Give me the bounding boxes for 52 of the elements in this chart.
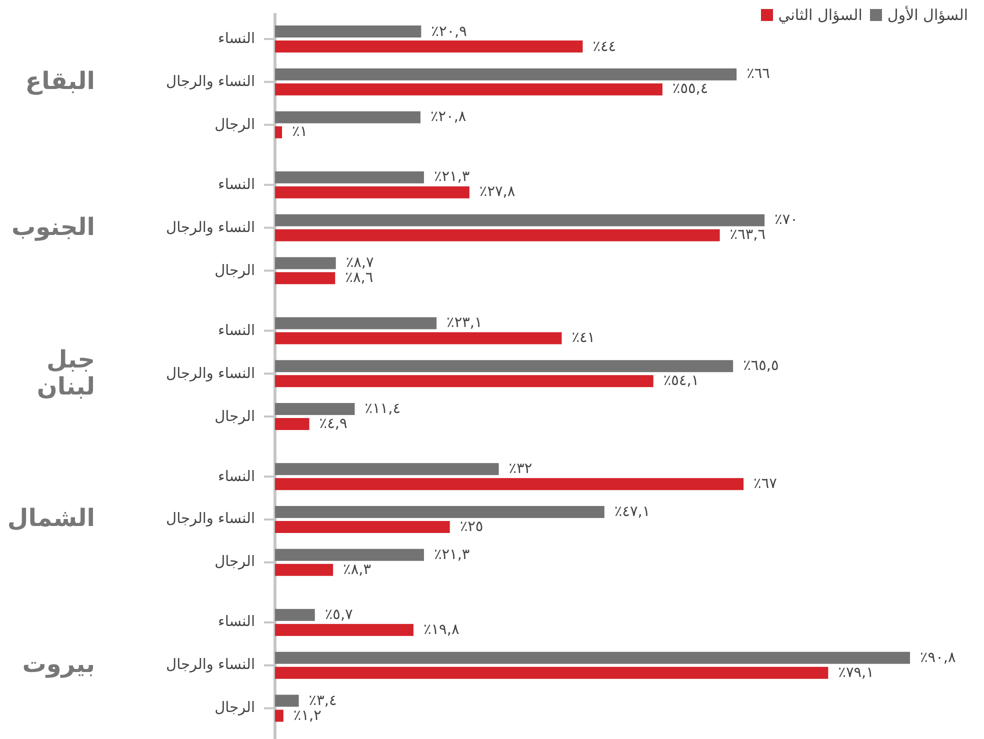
- data-label: ٩٠,٨٪: [920, 650, 956, 666]
- data-label: ٣,٤٪: [308, 692, 337, 708]
- y-tick-label: النساء والرجال: [166, 511, 255, 528]
- text: الجنوب: [10, 212, 95, 242]
- data-label: ٥٥,٤٪: [672, 81, 708, 98]
- data-label: ٦٥,٥٪: [743, 358, 779, 374]
- data-label: ٢٥٪: [460, 518, 484, 535]
- data-label: ٧٩,١٪: [838, 664, 874, 681]
- data-label: ٦٧٪: [754, 476, 777, 492]
- text: الشمال: [6, 504, 95, 534]
- y-tick-label: الرجال: [214, 408, 255, 424]
- y-tick-label: النساء والرجال: [166, 657, 255, 674]
- y-tick-label: النساء: [218, 30, 255, 47]
- data-label: ٨,٦٪: [345, 270, 374, 286]
- data-label: ٦٣,٦٪: [730, 227, 766, 243]
- data-label: ١,٢٪: [293, 707, 322, 724]
- y-tick-label: النساء: [218, 468, 255, 484]
- data-label: ٢١,٣٪: [434, 546, 470, 563]
- y-tick-label: الرجال: [214, 700, 255, 716]
- y-tick-label: النساء والرجال: [166, 74, 255, 90]
- y-tick-label: النساء: [218, 614, 255, 630]
- y-tick-label: النساء: [218, 322, 255, 338]
- data-label: ٦٦٪: [746, 66, 770, 82]
- text: جبل لبنان: [36, 345, 95, 402]
- data-label: ٥,٧٪: [324, 606, 353, 623]
- data-label: ٤٤٪: [592, 38, 616, 54]
- data-label: ١٪: [292, 124, 308, 140]
- data-label: ٢١,٣٪: [434, 169, 470, 186]
- data-label: ٧٠٪: [774, 212, 798, 228]
- data-label: ٢٠,٩٪: [431, 23, 467, 40]
- data-label: ٨,٧٪: [346, 254, 374, 271]
- text: بيروت: [21, 650, 95, 680]
- y-tick-label: الرجال: [214, 262, 255, 278]
- legend-label: السؤال الثاني: [778, 6, 862, 24]
- y-tick-label: النساء: [218, 176, 255, 193]
- data-label: ٢٠,٨٪: [430, 109, 466, 126]
- data-label: ١١,٤٪: [364, 400, 400, 417]
- data-label: ٤١٪: [572, 330, 596, 346]
- data-label: ٨,٣٪: [343, 562, 372, 578]
- data-label: ٤٧,١٪: [614, 504, 650, 520]
- data-label: ١٩,٨٪: [423, 622, 460, 638]
- y-tick-label: الرجال: [214, 116, 255, 133]
- y-tick-label: النساء والرجال: [166, 220, 255, 236]
- data-label: ٣٢٪: [508, 460, 532, 477]
- data-label: ٤,٩٪: [319, 416, 348, 432]
- y-tick-label: الرجال: [214, 554, 255, 570]
- text: البقاع: [24, 67, 95, 96]
- data-label: ٢٣,١٪: [446, 314, 482, 331]
- data-label: ٢٧,٨٪: [479, 184, 516, 200]
- data-label: ٥٤,١٪: [663, 372, 700, 389]
- y-tick-label: النساء والرجال: [166, 365, 255, 382]
- legend-label: السؤال الأول: [887, 6, 968, 24]
